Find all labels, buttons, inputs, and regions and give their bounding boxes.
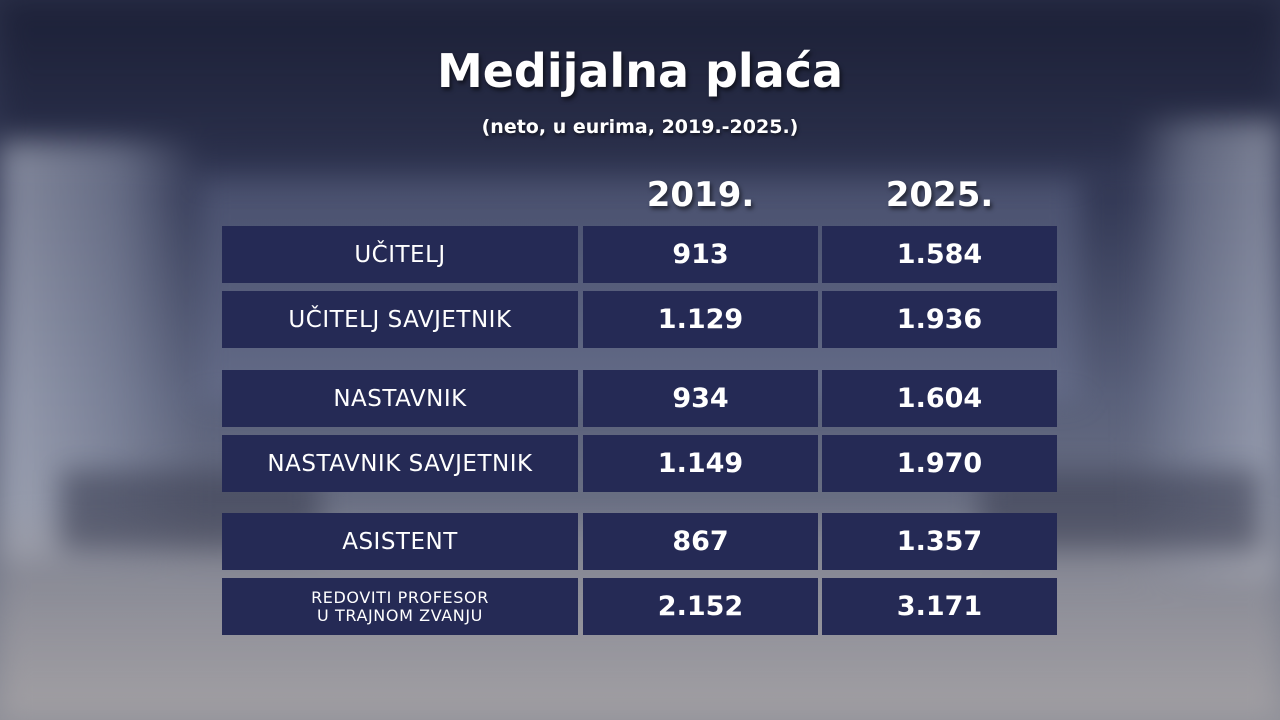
row-label-nastavnik: NASTAVNIK (222, 370, 578, 427)
cell-ucitelj-2019: 913 (583, 226, 818, 283)
cell-asistent-2025: 1.357 (822, 513, 1057, 570)
cell-ucitelj-savjetnik-2019: 1.129 (583, 291, 818, 348)
chart-title: Medijalna plaća (436, 44, 844, 98)
column-header-2019: 2019. (646, 175, 755, 215)
cell-ucitelj-2025: 1.584 (822, 226, 1057, 283)
cell-asistent-2019: 867 (583, 513, 818, 570)
row-label-redoviti-profesor: REDOVITI PROFESOR U TRAJNOM ZVANJU (222, 578, 578, 635)
row-label-ucitelj-savjetnik: UČITELJ SAVJETNIK (222, 291, 578, 348)
chart-subtitle: (neto, u eurima, 2019.-2025.) (481, 116, 799, 138)
row-label-line-1: REDOVITI PROFESOR (311, 587, 489, 607)
row-label-ucitelj: UČITELJ (222, 226, 578, 283)
cell-redoviti-profesor-2025: 3.171 (822, 578, 1057, 635)
cell-ucitelj-savjetnik-2025: 1.936 (822, 291, 1057, 348)
cell-nastavnik-savjetnik-2019: 1.149 (583, 435, 818, 492)
cell-nastavnik-2025: 1.604 (822, 370, 1057, 427)
column-header-2025: 2025. (885, 175, 994, 215)
cell-nastavnik-2019: 934 (583, 370, 818, 427)
row-label-nastavnik-savjetnik: NASTAVNIK SAVJETNIK (222, 435, 578, 492)
row-label-line-2: U TRAJNOM ZVANJU (317, 605, 483, 625)
cell-redoviti-profesor-2019: 2.152 (583, 578, 818, 635)
row-label-asistent: ASISTENT (222, 513, 578, 570)
cell-nastavnik-savjetnik-2025: 1.970 (822, 435, 1057, 492)
